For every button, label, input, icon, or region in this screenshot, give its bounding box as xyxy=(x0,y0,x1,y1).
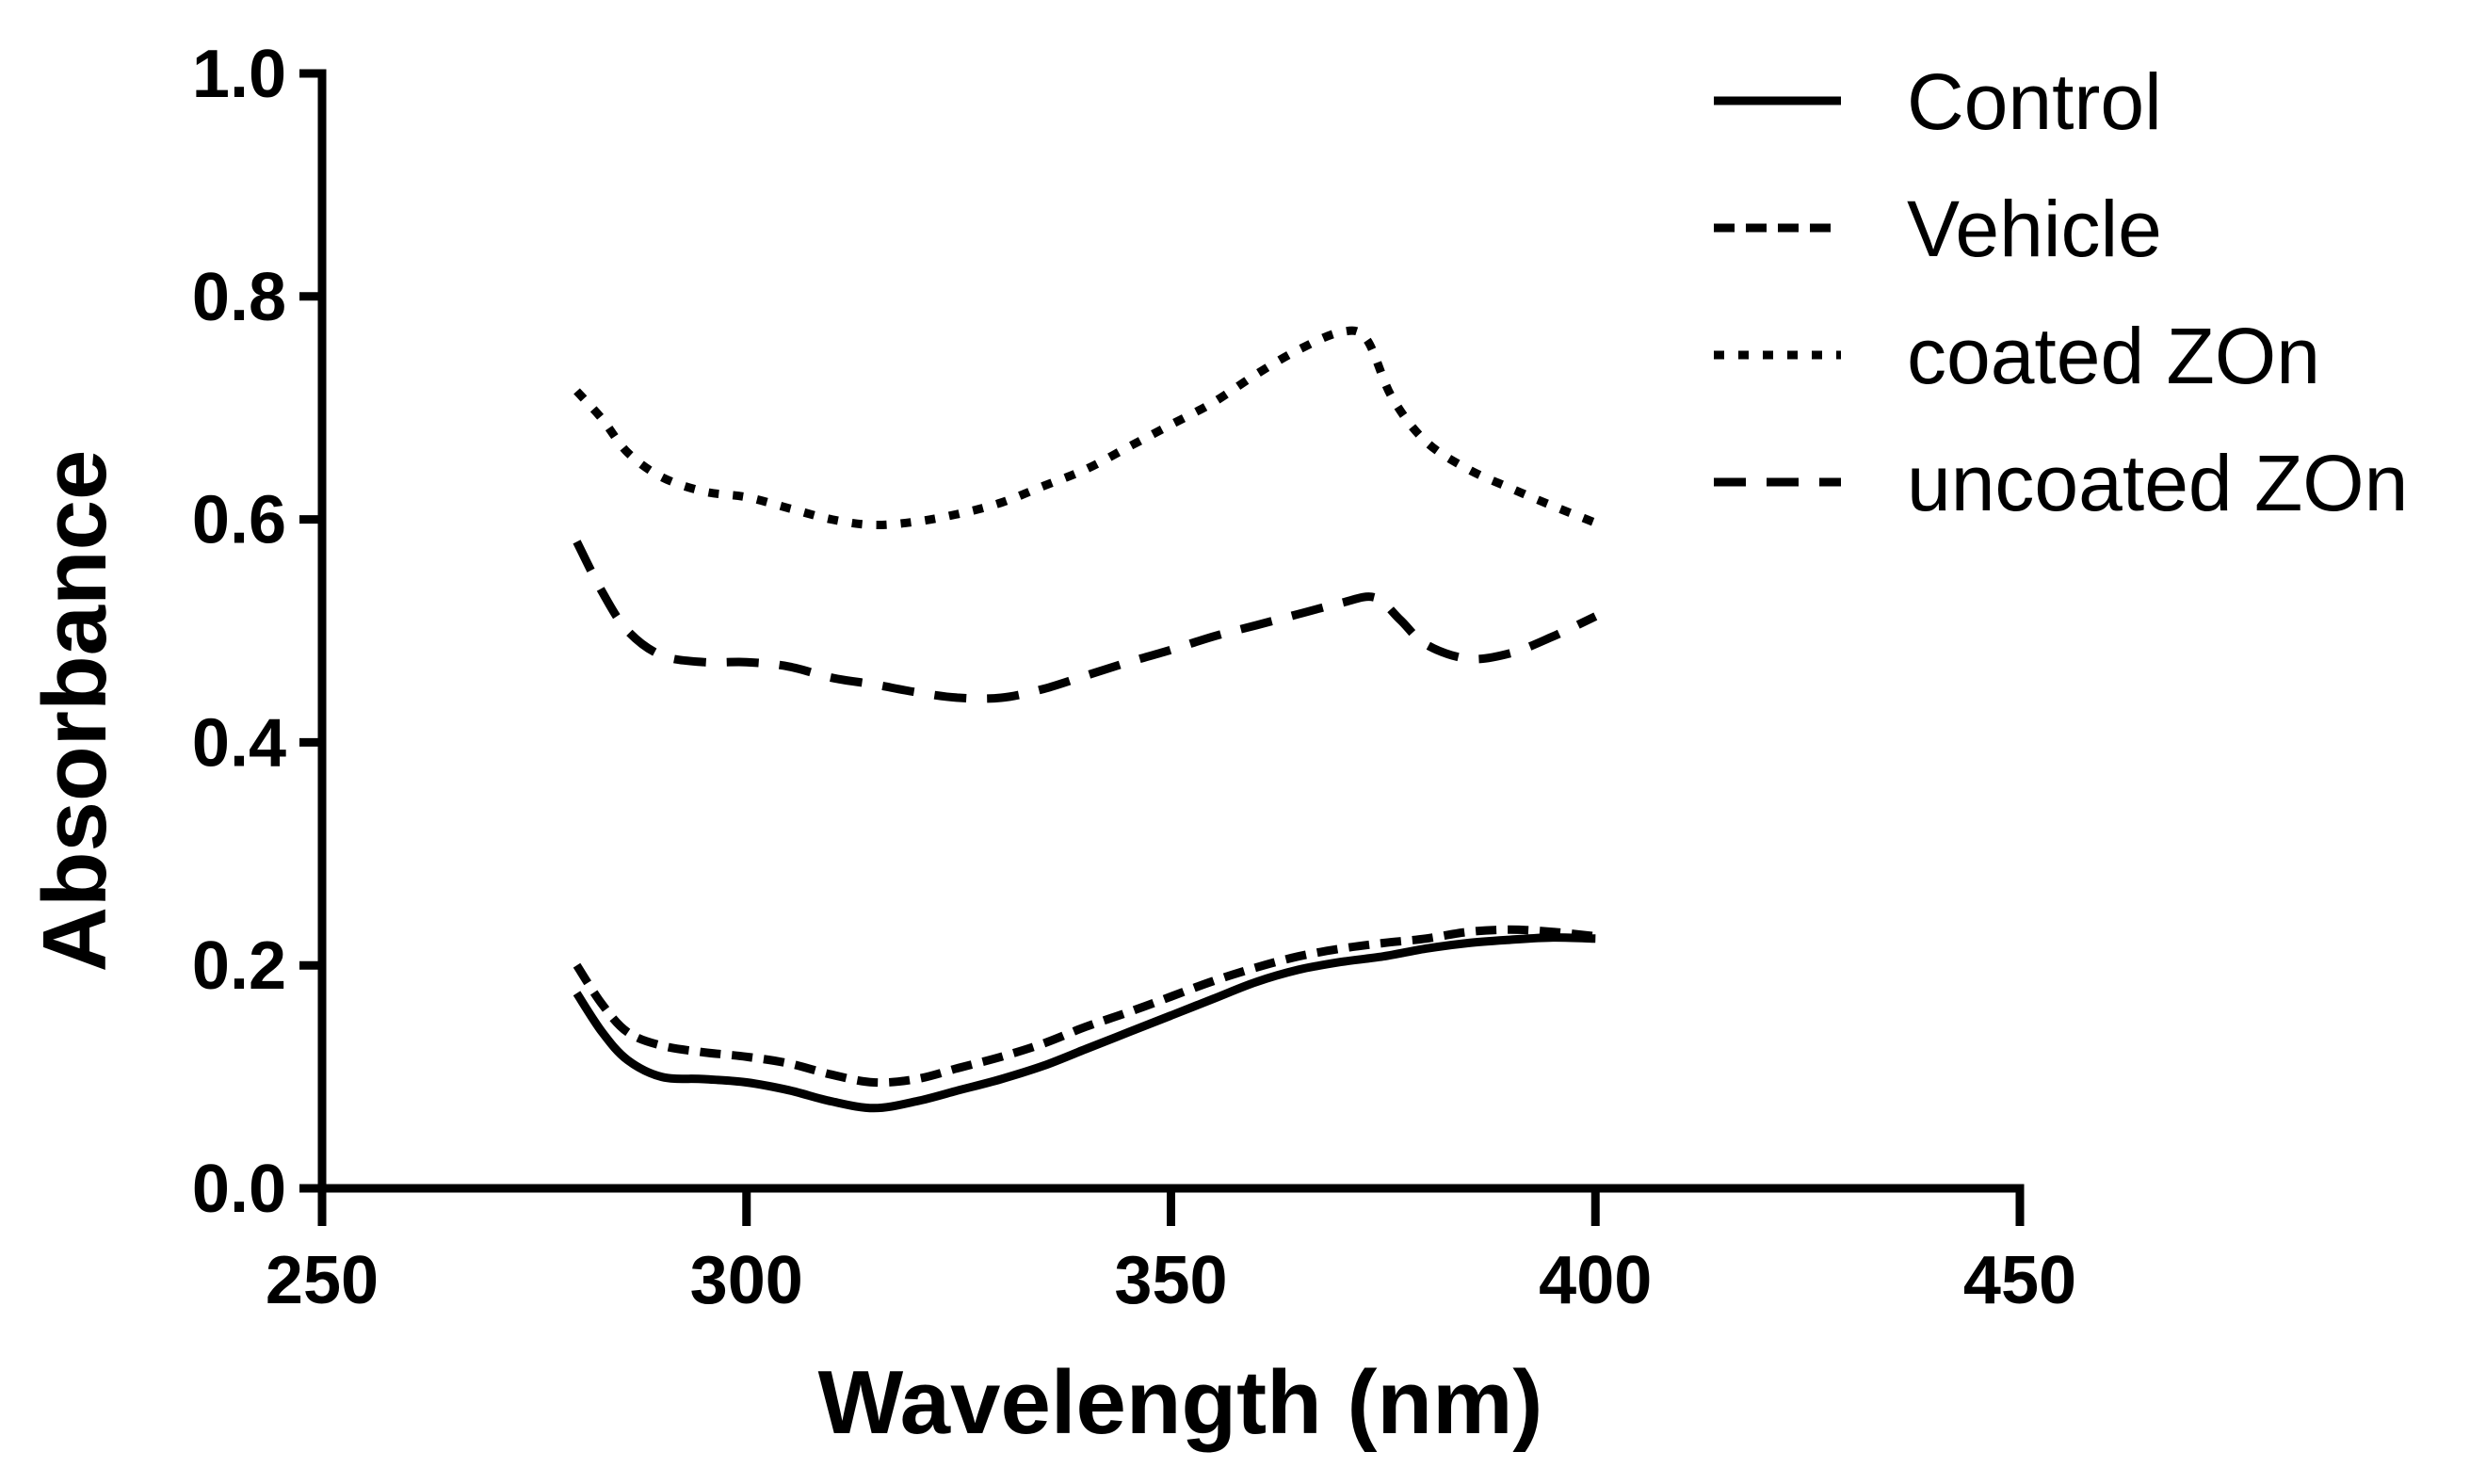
y-tick-label: 0.2 xyxy=(192,928,286,1004)
legend-item-coated-zon: coated ZOn xyxy=(1714,312,2320,400)
x-axis-title: Wavelength (nm) xyxy=(818,1352,1543,1453)
series-line-uncoated-zon xyxy=(573,540,1598,703)
y-axis-title: Absorbance xyxy=(24,450,125,973)
legend-label: coated ZOn xyxy=(1907,312,2320,400)
legend: Control Vehicle coated ZOn uncoated ZOn xyxy=(1714,57,2408,527)
y-tick-label: 0.4 xyxy=(192,705,286,781)
legend-item-control: Control xyxy=(1714,57,2162,146)
legend-label: uncoated ZOn xyxy=(1907,439,2408,527)
series-lines xyxy=(573,326,1598,1113)
series-line-coated-zon xyxy=(573,326,1597,530)
legend-item-vehicle: Vehicle xyxy=(1714,185,2162,273)
legend-label: Vehicle xyxy=(1907,185,2162,273)
legend-item-uncoated-zon: uncoated ZOn xyxy=(1714,439,2408,527)
x-tick-label: 450 xyxy=(1963,1243,2076,1318)
series-line-control xyxy=(573,933,1596,1113)
x-tick-label: 400 xyxy=(1539,1243,1652,1318)
series-line-vehicle xyxy=(573,925,1596,1088)
x-tick-label: 350 xyxy=(1114,1243,1227,1318)
y-tick-label: 0.0 xyxy=(192,1152,286,1227)
y-tick-label: 0.8 xyxy=(192,260,286,335)
axes: 0.0 0.2 0.4 0.6 0.8 1.0 250 300 350 400 450 xyxy=(192,37,2076,1318)
y-tick-label: 1.0 xyxy=(192,37,286,112)
legend-label: Control xyxy=(1907,57,2162,146)
y-tick-label: 0.6 xyxy=(192,483,286,558)
x-tick-label: 250 xyxy=(266,1243,379,1318)
x-tick-label: 300 xyxy=(690,1243,803,1318)
